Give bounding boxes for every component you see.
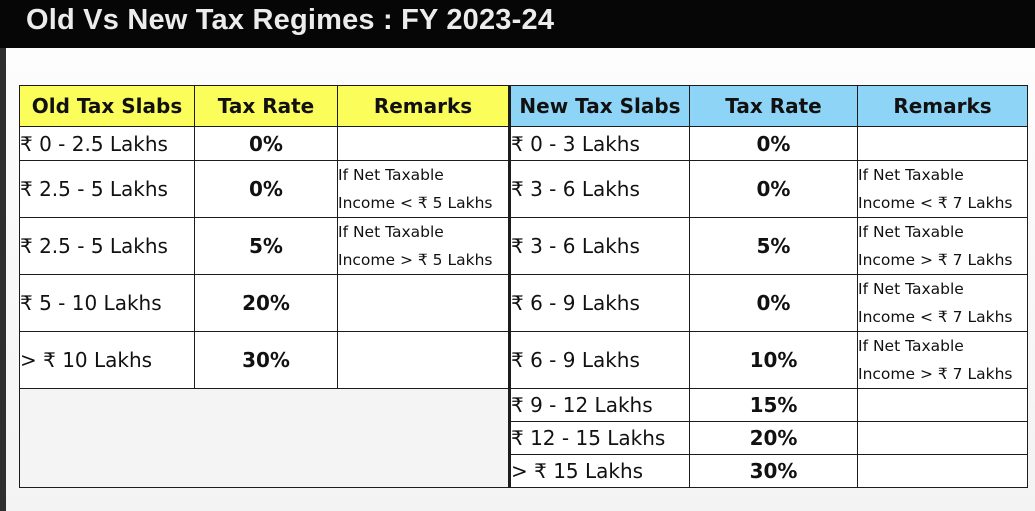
new-slab-cell: ₹ 12 - 15 Lakhs bbox=[509, 421, 690, 455]
new-remark-cell bbox=[857, 421, 1028, 455]
table-row: ₹ 2.5 - 5 Lakhs 0% If Net Taxable Income… bbox=[19, 160, 1028, 218]
new-rate-cell: 10% bbox=[689, 331, 858, 389]
new-rate-cell: 0% bbox=[689, 126, 858, 161]
tax-regime-table: Old Tax Slabs Tax Rate Remarks New Tax S… bbox=[19, 85, 1028, 488]
old-slab-cell: ₹ 2.5 - 5 Lakhs bbox=[19, 160, 195, 218]
title-bar: Old Vs New Tax Regimes : FY 2023-24 bbox=[0, 0, 1035, 48]
remark-line: If Net Taxable bbox=[858, 337, 964, 355]
new-remark-cell: If Net Taxable Income < ₹ 7 Lakhs bbox=[857, 274, 1028, 332]
remark-line: If Net Taxable bbox=[338, 223, 444, 241]
old-slab-cell: > ₹ 10 Lakhs bbox=[19, 331, 195, 389]
old-slabs-header: Old Tax Slabs bbox=[19, 85, 195, 127]
old-slab-cell: ₹ 0 - 2.5 Lakhs bbox=[19, 126, 195, 161]
remark-line: Income < ₹ 7 Lakhs bbox=[858, 308, 1013, 326]
new-rate-cell: 15% bbox=[689, 388, 858, 422]
old-rate-cell: 20% bbox=[194, 274, 338, 332]
new-slab-cell: ₹ 3 - 6 Lakhs bbox=[509, 160, 690, 218]
table-row: ₹ 9 - 12 Lakhs 15% bbox=[19, 388, 1028, 488]
old-remarks-header: Remarks bbox=[337, 85, 511, 127]
new-remark-cell: If Net Taxable Income < ₹ 7 Lakhs bbox=[857, 160, 1028, 218]
old-remark-cell bbox=[337, 274, 511, 332]
table-row: > ₹ 15 Lakhs 30% bbox=[20, 454, 1028, 488]
old-rate-header: Tax Rate bbox=[194, 85, 338, 127]
new-rate-cell: 30% bbox=[689, 454, 858, 488]
table-row: ₹ 0 - 2.5 Lakhs 0% ₹ 0 - 3 Lakhs 0% bbox=[19, 126, 1028, 161]
new-slab-cell: ₹ 3 - 6 Lakhs bbox=[509, 217, 690, 275]
remark-line: If Net Taxable bbox=[338, 166, 444, 184]
old-rate-cell: 30% bbox=[194, 331, 338, 389]
remark-line: Income < ₹ 7 Lakhs bbox=[858, 194, 1013, 212]
remark-line: Income > ₹ 5 Lakhs bbox=[338, 251, 493, 269]
new-remark-cell bbox=[857, 388, 1028, 422]
old-rate-cell: 0% bbox=[194, 160, 338, 218]
new-slab-cell: ₹ 0 - 3 Lakhs bbox=[509, 126, 690, 161]
new-remark-cell bbox=[857, 126, 1028, 161]
table-row: > ₹ 10 Lakhs 30% ₹ 6 - 9 Lakhs 10% If Ne… bbox=[19, 331, 1028, 389]
new-rate-cell: 5% bbox=[689, 217, 858, 275]
old-slab-cell: ₹ 5 - 10 Lakhs bbox=[19, 274, 195, 332]
page-title: Old Vs New Tax Regimes : FY 2023-24 bbox=[26, 4, 555, 36]
old-remark-cell: If Net Taxable Income > ₹ 5 Lakhs bbox=[337, 217, 511, 275]
new-remarks-header: Remarks bbox=[857, 85, 1028, 127]
new-rate-cell: 0% bbox=[689, 274, 858, 332]
old-empty-area bbox=[19, 388, 511, 488]
new-rate-cell: 20% bbox=[689, 421, 858, 455]
old-slab-cell: ₹ 2.5 - 5 Lakhs bbox=[19, 217, 195, 275]
new-remark-cell: If Net Taxable Income > ₹ 7 Lakhs bbox=[857, 331, 1028, 389]
table-row: ₹ 5 - 10 Lakhs 20% ₹ 6 - 9 Lakhs 0% If N… bbox=[19, 274, 1028, 332]
remark-line: If Net Taxable bbox=[858, 223, 964, 241]
remark-line: If Net Taxable bbox=[858, 166, 964, 184]
new-slab-cell: ₹ 6 - 9 Lakhs bbox=[509, 274, 690, 332]
new-slabs-header: New Tax Slabs bbox=[509, 85, 690, 127]
remark-line: Income < ₹ 5 Lakhs bbox=[338, 194, 493, 212]
remark-line: Income > ₹ 7 Lakhs bbox=[858, 365, 1013, 383]
remark-line: Income > ₹ 7 Lakhs bbox=[858, 251, 1013, 269]
old-rate-cell: 5% bbox=[194, 217, 338, 275]
remark-line: If Net Taxable bbox=[858, 280, 964, 298]
old-remark-cell bbox=[337, 331, 511, 389]
old-remark-cell bbox=[337, 126, 511, 161]
new-rate-header: Tax Rate bbox=[689, 85, 858, 127]
table-row: ₹ 2.5 - 5 Lakhs 5% If Net Taxable Income… bbox=[19, 217, 1028, 275]
table-header-row: Old Tax Slabs Tax Rate Remarks New Tax S… bbox=[19, 85, 1028, 127]
new-slab-cell: ₹ 6 - 9 Lakhs bbox=[509, 331, 690, 389]
new-slab-cell: > ₹ 15 Lakhs bbox=[509, 454, 690, 488]
old-rate-cell: 0% bbox=[194, 126, 338, 161]
new-slab-cell: ₹ 9 - 12 Lakhs bbox=[509, 388, 690, 422]
new-remark-cell bbox=[857, 454, 1028, 488]
new-remark-cell: If Net Taxable Income > ₹ 7 Lakhs bbox=[857, 217, 1028, 275]
new-rate-cell: 0% bbox=[689, 160, 858, 218]
old-remark-cell: If Net Taxable Income < ₹ 5 Lakhs bbox=[337, 160, 511, 218]
